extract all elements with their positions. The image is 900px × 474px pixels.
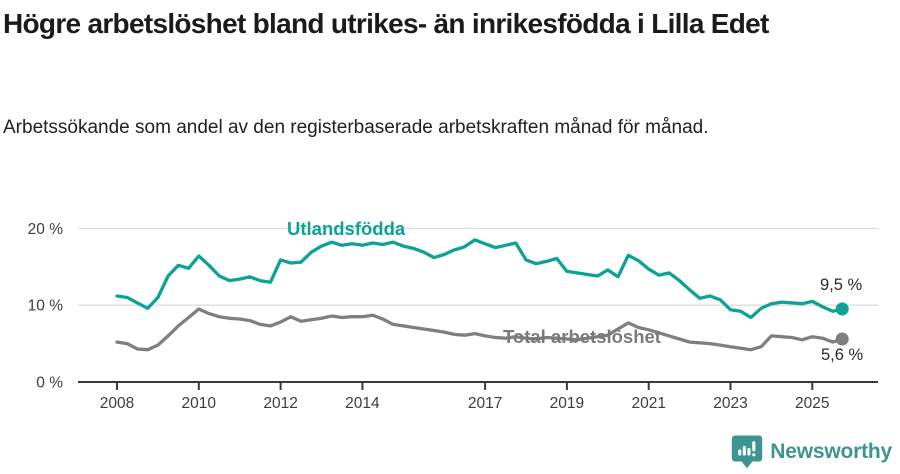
page-title: Högre arbetslöshet bland utrikes- än inr… — [3, 8, 769, 39]
svg-text:2023: 2023 — [713, 395, 747, 412]
newsworthy-wordmark: Newsworthy — [770, 440, 892, 463]
svg-text:10 %: 10 % — [28, 298, 64, 315]
end-value-utlandsfodda: 9,5 % — [820, 276, 863, 294]
svg-text:2012: 2012 — [263, 395, 297, 412]
svg-text:2021: 2021 — [631, 395, 665, 412]
series-label-total-arbetsloshet: Total arbetslöshet — [503, 326, 661, 347]
svg-text:0 %: 0 % — [36, 375, 63, 392]
series-label-utlandsfodda: Utlandsfödda — [287, 218, 406, 239]
svg-text:2014: 2014 — [345, 395, 380, 412]
svg-text:20 %: 20 % — [28, 221, 64, 238]
svg-text:2025: 2025 — [795, 395, 829, 412]
svg-text:2019: 2019 — [550, 395, 584, 412]
svg-text:2008: 2008 — [100, 395, 134, 412]
newsworthy-pin-icon — [732, 435, 763, 469]
chart-subtitle: Arbetssökande som andel av den registerb… — [3, 117, 709, 138]
svg-text:2010: 2010 — [182, 395, 217, 412]
svg-text:2017: 2017 — [468, 395, 502, 412]
end-value-total: 5,6 % — [821, 346, 864, 364]
newsworthy-logo: Newsworthy — [731, 434, 892, 470]
